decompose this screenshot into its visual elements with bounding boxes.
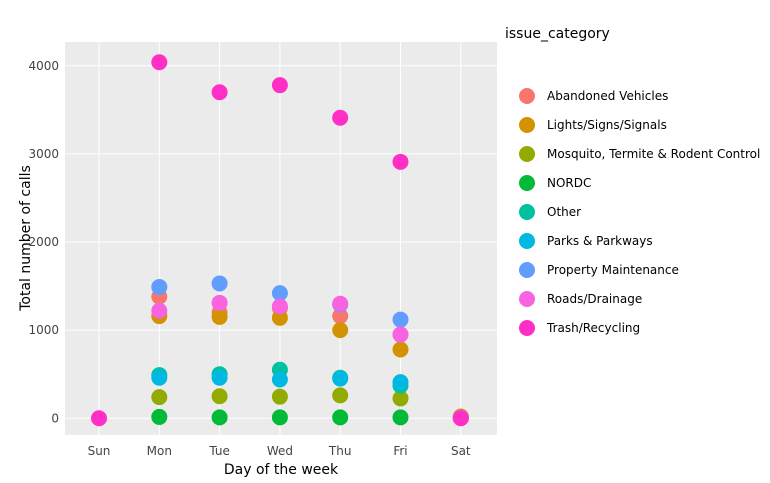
data-point[interactable] xyxy=(91,410,107,427)
legend-marker xyxy=(519,320,535,336)
legend-item[interactable]: Lights/Signs/Signals xyxy=(519,117,667,133)
data-points[interactable] xyxy=(91,54,469,427)
legend-item[interactable]: Abandoned Vehicles xyxy=(519,88,668,104)
legend-item[interactable]: Mosquito, Termite & Rodent Control xyxy=(519,146,760,162)
legend-label: NORDC xyxy=(547,176,591,190)
legend-marker xyxy=(519,88,535,104)
data-point[interactable] xyxy=(151,369,168,386)
data-point[interactable] xyxy=(151,302,168,319)
gridlines xyxy=(65,42,497,435)
legend-marker xyxy=(519,175,535,191)
x-tick-label: Sun xyxy=(88,444,111,458)
data-point[interactable] xyxy=(151,278,168,295)
legend-marker xyxy=(519,117,535,133)
data-point[interactable] xyxy=(332,295,349,312)
data-point[interactable] xyxy=(271,309,288,326)
legend-marker xyxy=(519,146,535,162)
legend-item[interactable]: NORDC xyxy=(519,175,591,191)
data-point[interactable] xyxy=(332,387,349,404)
data-point[interactable] xyxy=(332,109,349,126)
legend-item[interactable]: Roads/Drainage xyxy=(519,291,642,307)
y-tick-label: 1000 xyxy=(28,323,59,337)
legend-label: Property Maintenance xyxy=(547,263,679,277)
data-point[interactable] xyxy=(151,408,168,425)
legend-marker xyxy=(519,262,535,278)
x-tick-label: Sat xyxy=(451,444,471,458)
data-point[interactable] xyxy=(211,294,228,311)
legend[interactable]: Abandoned Vehicles Lights/Signs/Signals Mo… xyxy=(519,88,760,336)
legend-label: Roads/Drainage xyxy=(547,292,642,306)
y-tick-labels: 0 1000 2000 3000 4000 xyxy=(28,59,59,425)
x-axis-title: Day of the week xyxy=(224,462,339,478)
x-tick-labels: Sun Mon Tue Wed Thu Fri Sat xyxy=(88,444,471,458)
data-point[interactable] xyxy=(392,341,409,358)
data-point[interactable] xyxy=(392,326,409,343)
legend-label: Mosquito, Termite & Rodent Control xyxy=(547,147,760,161)
data-point[interactable] xyxy=(271,388,288,405)
x-tick-label: Mon xyxy=(147,444,172,458)
legend-label: Parks & Parkways xyxy=(547,234,653,248)
data-point[interactable] xyxy=(211,275,228,292)
data-point[interactable] xyxy=(392,409,409,426)
legend-label: Lights/Signs/Signals xyxy=(547,118,667,132)
data-point[interactable] xyxy=(151,54,168,71)
x-tick-label: Thu xyxy=(328,444,352,458)
y-tick-label: 3000 xyxy=(28,147,59,161)
legend-label: Abandoned Vehicles xyxy=(547,89,668,103)
data-point[interactable] xyxy=(392,390,409,407)
data-point[interactable] xyxy=(392,374,409,391)
y-tick-label: 4000 xyxy=(28,59,59,73)
data-point[interactable] xyxy=(211,409,228,426)
legend-title: issue_category xyxy=(505,26,610,42)
legend-label: Trash/Recycling xyxy=(546,321,640,335)
data-point[interactable] xyxy=(271,371,288,388)
legend-label: Other xyxy=(547,205,581,219)
data-point[interactable] xyxy=(211,84,228,101)
data-point[interactable] xyxy=(392,153,409,170)
legend-item[interactable]: Property Maintenance xyxy=(519,262,679,278)
data-point[interactable] xyxy=(271,298,288,315)
y-tick-label: 2000 xyxy=(28,235,59,249)
data-point[interactable] xyxy=(332,370,349,387)
x-tick-label: Wed xyxy=(267,444,293,458)
data-point[interactable] xyxy=(271,409,288,426)
y-axis-title: Total number of calls xyxy=(18,165,34,312)
legend-item[interactable]: Trash/Recycling xyxy=(519,320,640,336)
legend-marker xyxy=(519,291,535,307)
data-point[interactable] xyxy=(211,369,228,386)
data-point[interactable] xyxy=(211,388,228,405)
x-tick-label: Tue xyxy=(208,444,230,458)
data-point[interactable] xyxy=(392,311,409,328)
legend-item[interactable]: Other xyxy=(519,204,581,220)
data-point[interactable] xyxy=(271,285,288,302)
data-point[interactable] xyxy=(332,409,349,426)
legend-marker xyxy=(519,233,535,249)
data-point[interactable] xyxy=(332,308,349,325)
data-point[interactable] xyxy=(332,322,349,339)
data-point[interactable] xyxy=(271,77,288,94)
data-point[interactable] xyxy=(452,410,469,427)
x-tick-label: Fri xyxy=(393,444,407,458)
data-point[interactable] xyxy=(211,308,228,325)
data-point[interactable] xyxy=(151,389,168,406)
y-tick-label: 0 xyxy=(51,411,59,425)
legend-item[interactable]: Parks & Parkways xyxy=(519,233,653,249)
legend-marker xyxy=(519,204,535,220)
